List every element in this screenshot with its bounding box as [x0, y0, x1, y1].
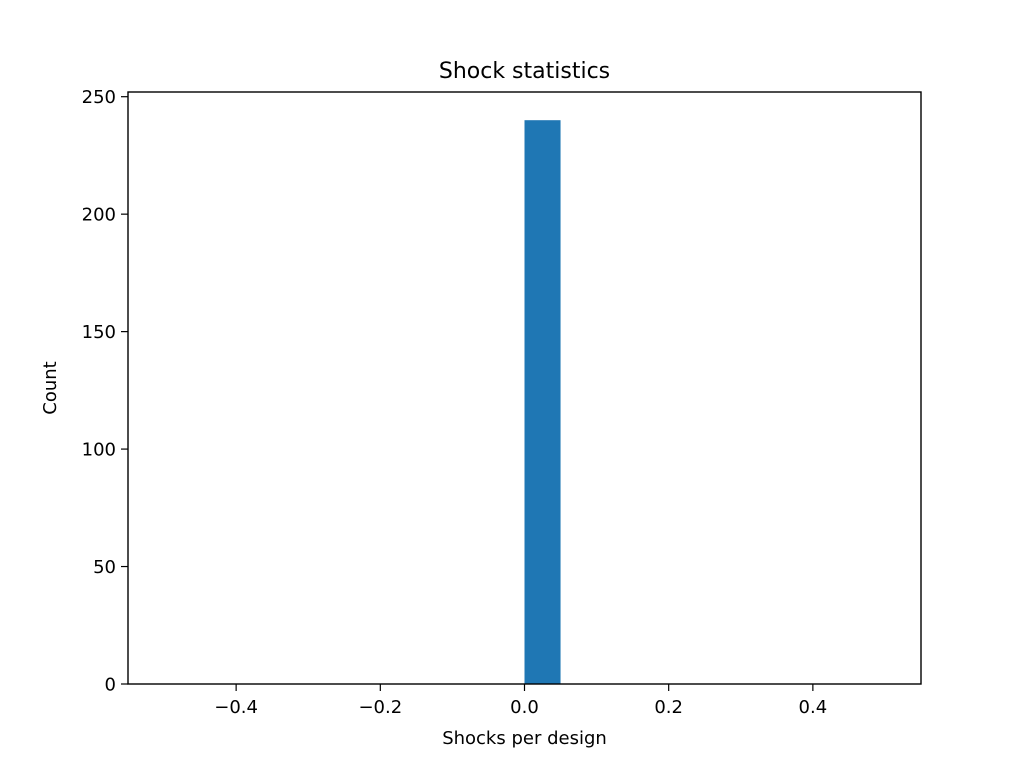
x-axis-ticks: −0.4 −0.2 0.0 0.2 0.4 [214, 684, 827, 718]
x-tick-label: 0.0 [510, 697, 539, 718]
x-tick-label: 0.2 [654, 697, 683, 718]
x-tick-label: 0.4 [799, 697, 828, 718]
bars-group [524, 120, 561, 684]
x-tick-label: −0.4 [214, 697, 258, 718]
y-axis-ticks: 0 50 100 150 200 250 [82, 87, 128, 696]
chart-title: Shock statistics [439, 59, 610, 84]
y-axis-label: Count [40, 361, 61, 414]
histogram-bar [524, 120, 561, 684]
x-axis-label: Shocks per design [442, 728, 607, 749]
y-tick-label: 200 [82, 205, 116, 226]
y-tick-label: 0 [105, 675, 116, 696]
y-tick-label: 250 [82, 87, 116, 108]
y-tick-label: 100 [82, 440, 116, 461]
y-tick-label: 50 [93, 557, 116, 578]
plot-area-frame [127, 91, 922, 685]
y-tick-label: 150 [82, 322, 116, 343]
x-tick-label: −0.2 [358, 697, 402, 718]
